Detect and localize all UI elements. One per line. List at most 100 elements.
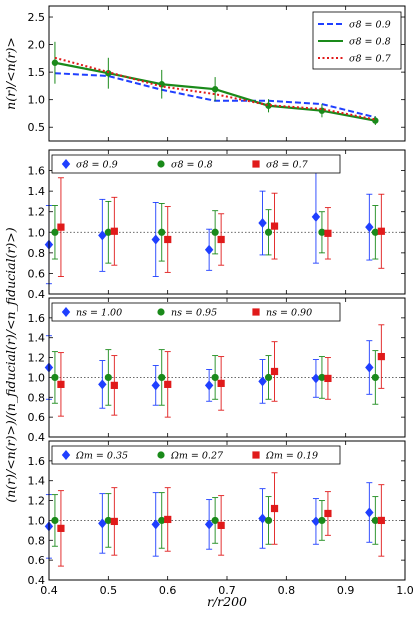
series-3 [57, 324, 385, 418]
data-point [318, 516, 326, 525]
data-point [258, 513, 267, 524]
data-point [164, 515, 172, 524]
data-point [110, 227, 118, 235]
y-tick-label: 1.4 [28, 332, 46, 345]
y-tick-label: 1.6 [28, 312, 46, 325]
legend-box [51, 302, 341, 322]
legend-label: σ8 = 0.8 [349, 37, 391, 48]
series-2 [51, 492, 379, 549]
data-point [217, 235, 225, 244]
data-point [110, 517, 118, 526]
legend-label: ns = 0.95 [171, 308, 217, 319]
series-2 [51, 349, 379, 406]
legend-box [51, 154, 341, 174]
legend-label: σ8 = 0.7 [266, 160, 309, 171]
data-point [104, 516, 112, 525]
legend-marker [157, 308, 165, 316]
x-axis-label: r/r200 [207, 594, 247, 609]
legend: σ8 = 0.9 σ8 = 0.8 σ8 = 0.7 [312, 11, 402, 70]
data-point [264, 228, 273, 236]
data-point [217, 379, 225, 387]
data-point [365, 222, 374, 233]
panel-4: 0.40.60.81.01.21.41.6 Ωm = 0.35 Ωm = 0.27 Ω… [28, 440, 406, 587]
data-point [377, 227, 385, 235]
data-point [104, 373, 112, 382]
data-point [151, 234, 160, 245]
y-tick-label: 1.6 [28, 455, 46, 468]
y-tick-label: 1.2 [28, 352, 46, 365]
legend-marker [61, 159, 71, 169]
data-point [311, 373, 321, 384]
legend-label: σ8 = 0.8 [171, 160, 213, 171]
data-point [158, 228, 166, 236]
x-tick-label: 0.9 [337, 584, 355, 597]
data-point [105, 70, 112, 77]
data-point [264, 516, 273, 525]
data-point [110, 381, 118, 389]
y-tick-label: 1.0 [28, 371, 46, 384]
data-point [211, 516, 219, 525]
data-point [371, 516, 379, 525]
data-point [217, 521, 225, 529]
legend-marker [252, 160, 260, 168]
series-1 [44, 170, 374, 285]
legend-marker [252, 308, 260, 316]
y-tick-label: 0.8 [28, 247, 46, 260]
y-axis-label-shared: (n(r)/<n(r)>)/(n_fiducial(r)/<n_fiducial… [3, 227, 18, 502]
legend: Ωm = 0.35 Ωm = 0.27 Ωm = 0.19 [51, 445, 341, 465]
data-point [311, 211, 321, 222]
series-3 [57, 177, 385, 277]
panel-2: 0.40.60.81.01.21.41.6 σ8 = 0.9 σ8 = 0.8 σ8 … [28, 149, 406, 301]
data-point [57, 223, 65, 231]
panel-frame [48, 297, 406, 438]
y-tick-label: 0.4 [28, 431, 46, 444]
panel-frame [48, 440, 406, 581]
x-tick-label: 0.5 [100, 584, 118, 597]
series-2 [51, 200, 379, 264]
data-point [211, 86, 219, 93]
legend-label: ns = 0.90 [266, 308, 312, 319]
data-point [204, 519, 214, 530]
legend-label: σ8 = 0.7 [349, 54, 392, 65]
data-point [57, 524, 65, 532]
x-tick-label: 0.7 [218, 584, 236, 597]
y-tick-label: 0.4 [28, 574, 46, 587]
data-point [204, 244, 214, 255]
data-point [51, 59, 59, 66]
data-point [98, 230, 107, 241]
data-point [211, 228, 219, 236]
y-tick-label: 1.6 [28, 165, 46, 178]
legend: ns = 1.00 ns = 0.95 ns = 0.90 [51, 302, 341, 322]
y-tick-label: 1.0 [28, 94, 46, 107]
data-point [270, 367, 279, 376]
y-tick-label: 1.0 [28, 514, 46, 527]
data-point [104, 228, 112, 236]
x-tick-label: 0.4 [40, 584, 58, 597]
y-tick-label: 0.4 [28, 288, 46, 301]
legend-box [51, 445, 341, 465]
y-tick-label: 1.0 [28, 226, 46, 239]
panel-frame [48, 5, 406, 142]
y-tick-label: 0.5 [28, 121, 46, 134]
legend-label: ns = 1.00 [76, 308, 122, 319]
data-point [151, 519, 160, 530]
data-point [324, 374, 332, 383]
data-point [311, 516, 321, 527]
y-tick-label: 0.8 [28, 534, 46, 547]
y-tick-label: 2.0 [28, 39, 46, 52]
y-axis-label-top: n(r)/<n(r)> [3, 37, 18, 110]
data-point [270, 222, 279, 230]
data-point [258, 376, 267, 387]
data-point [365, 362, 374, 373]
data-point [264, 373, 273, 382]
data-point [211, 373, 219, 382]
panel-1: 0.5 1.0 1.5 2.0 2.5 σ8 = 0.9 σ8 = 0.8 σ8 = 0.7 [28, 5, 406, 142]
data-point [324, 229, 332, 237]
legend-label: σ8 = 0.9 [76, 160, 118, 171]
data-point [98, 379, 107, 390]
legend-marker [157, 160, 165, 168]
y-tick-label: 1.4 [28, 475, 46, 488]
y-tick-label: 1.4 [28, 185, 46, 198]
data-point [204, 380, 214, 391]
data-point [158, 373, 166, 382]
